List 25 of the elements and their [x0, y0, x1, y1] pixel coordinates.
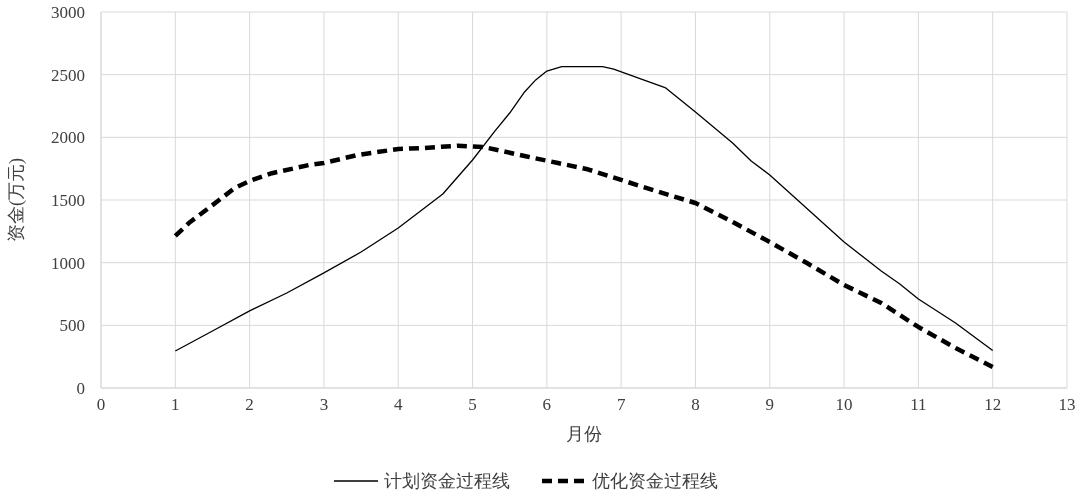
y-tick-label: 0 [76, 379, 85, 398]
y-tick-label: 1000 [51, 253, 85, 273]
legend-label: 优化资金过程线 [592, 471, 718, 491]
x-tick-label: 0 [96, 395, 106, 414]
x-tick-label: 13 [1058, 395, 1076, 414]
y-tick-label: 2500 [51, 65, 85, 85]
x-tick-label: 12 [984, 395, 1002, 414]
x-tick-label: 2 [245, 395, 254, 414]
x-tick-label: 3 [319, 395, 329, 414]
x-tick-label: 6 [542, 395, 552, 414]
y-tick-label: 3000 [51, 3, 85, 22]
x-tick-label: 1 [171, 395, 180, 414]
x-tick-label: 10 [835, 395, 853, 414]
x-tick-label: 9 [765, 395, 775, 414]
legend-label: 计划资金过程线 [384, 471, 510, 491]
y-tick-label: 500 [59, 316, 85, 336]
y-tick-label: 1500 [51, 191, 85, 210]
x-tick-label: 7 [616, 395, 626, 414]
x-tick-label: 8 [691, 395, 700, 414]
y-tick-label: 2000 [51, 128, 85, 148]
y-axis-title: 资金(万元) [6, 158, 27, 242]
x-axis-title: 月份 [566, 424, 602, 444]
x-tick-label: 4 [393, 395, 403, 414]
x-tick-label: 5 [468, 395, 477, 414]
x-tick-label: 11 [910, 395, 927, 414]
